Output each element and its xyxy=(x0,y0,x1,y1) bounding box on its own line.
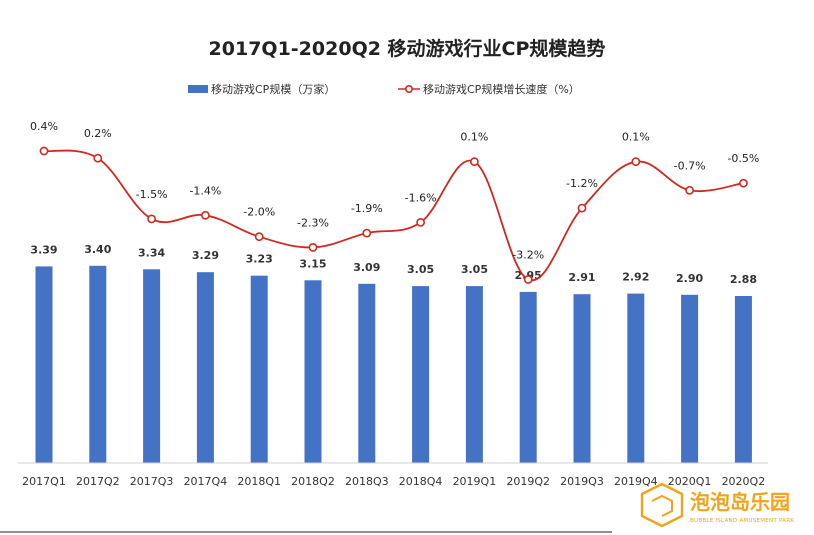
rate-point-2019Q3 xyxy=(577,203,587,213)
rate-value-label: -1.2% xyxy=(566,177,598,190)
legend-line-marker xyxy=(404,85,413,94)
bar-value-label: 2.90 xyxy=(676,272,703,285)
rate-value-label: -2.3% xyxy=(297,216,329,229)
rate-value-label: -1.5% xyxy=(136,188,168,201)
rate-value-label: -0.5% xyxy=(727,152,759,165)
rate-point-2019Q2 xyxy=(523,275,533,284)
bar-2017Q1 xyxy=(35,266,53,463)
bar-value-label: 2.88 xyxy=(730,273,757,286)
bar-2019Q1 xyxy=(465,286,483,463)
x-tick-label: 2018Q1 xyxy=(237,475,281,488)
x-tick-label: 2019Q3 xyxy=(560,475,604,488)
growth-rate-markers xyxy=(39,146,748,284)
legend-bar-label: 移动游戏CP规模（万家） xyxy=(211,82,335,96)
bar-value-label: 2.91 xyxy=(568,271,595,284)
bar-2019Q4 xyxy=(627,293,645,463)
x-tick-label: 2019Q4 xyxy=(614,475,658,488)
bar-value-label: 3.09 xyxy=(353,261,380,274)
rate-point-2019Q1 xyxy=(469,157,479,167)
rate-point-2020Q1 xyxy=(685,185,694,195)
rate-value-label: 0.1% xyxy=(622,131,650,144)
bar-2018Q1 xyxy=(250,275,268,463)
rate-point-2019Q4 xyxy=(631,157,641,167)
chart-title: 2017Q1-2020Q2 移动游戏行业CP规模趋势 xyxy=(209,37,606,60)
watermark-title: 泡泡岛乐园 xyxy=(690,490,790,514)
x-tick-label: 2019Q2 xyxy=(506,475,550,488)
growth-rate-labels: 0.4% 0.2% -1.5% -1.4% -2.0% -2.3% -1.9% -1.6% 0.… xyxy=(30,120,759,262)
bar-value-label: 3.29 xyxy=(192,249,219,262)
bar-series xyxy=(35,265,752,463)
bar-2019Q3 xyxy=(573,294,591,463)
x-tick-label: 2017Q2 xyxy=(76,475,120,488)
x-tick-label: 2018Q2 xyxy=(291,475,335,488)
rate-value-label: 0.4% xyxy=(30,120,58,133)
bar-2018Q4 xyxy=(412,286,430,463)
bar-labels: 3.393.403.343.293.233.153.093.053.052.95… xyxy=(30,243,757,286)
rate-value-label: -2.0% xyxy=(243,206,275,219)
watermark-logo-icon xyxy=(640,482,684,528)
bar-2017Q2 xyxy=(89,265,107,463)
legend: 移动游戏CP规模（万家） 移动游戏CP规模增长速度（%） xyxy=(188,82,580,96)
bar-2020Q2 xyxy=(734,296,752,463)
x-tick-label: 2017Q1 xyxy=(22,475,66,488)
rate-point-2018Q4 xyxy=(416,217,425,227)
rate-value-label: -0.7% xyxy=(674,159,706,172)
rate-value-label: -3.2% xyxy=(512,249,544,262)
rate-point-2017Q3 xyxy=(147,214,156,224)
bar-value-label: 3.05 xyxy=(461,263,488,276)
bar-value-label: 3.34 xyxy=(138,246,165,259)
x-tick-label: 2020Q2 xyxy=(722,475,766,488)
bar-2017Q4 xyxy=(196,272,214,463)
rate-value-label: 0.1% xyxy=(460,131,488,144)
x-tick-label: 2017Q3 xyxy=(130,475,174,488)
rate-point-2020Q2 xyxy=(739,178,748,188)
x-axis-tick-labels: 2017Q1 2017Q2 2017Q3 2017Q4 2018Q1 2018Q2 2018… xyxy=(22,475,765,488)
rate-value-label: -1.4% xyxy=(189,184,221,197)
x-tick-label: 2018Q4 xyxy=(399,475,443,488)
x-tick-label: 2020Q1 xyxy=(668,475,712,488)
x-tick-label: 2017Q4 xyxy=(184,475,228,488)
rate-point-2018Q2 xyxy=(308,242,318,252)
watermark-subtitle: BUBBLE ISLAND AMUSEMENT PARK xyxy=(690,518,794,524)
legend-line-label: 移动游戏CP规模增长速度（%） xyxy=(423,82,580,96)
bar-value-label: 3.23 xyxy=(246,253,273,266)
rate-point-2017Q4 xyxy=(200,210,210,220)
rate-value-label: -1.6% xyxy=(405,191,437,204)
rate-point-2017Q2 xyxy=(93,153,103,163)
bar-2018Q2 xyxy=(304,280,322,463)
rate-value-label: -1.9% xyxy=(351,202,383,215)
watermark-logo-mark xyxy=(651,494,673,517)
bar-value-label: 3.15 xyxy=(299,257,326,270)
rate-value-label: 0.2% xyxy=(84,127,112,140)
bar-value-label: 3.39 xyxy=(30,243,57,256)
rate-point-2018Q1 xyxy=(254,232,264,242)
rate-point-2017Q1 xyxy=(39,146,49,156)
bar-2018Q3 xyxy=(358,283,376,463)
bar-2019Q2 xyxy=(519,291,537,463)
legend-bar-swatch xyxy=(188,85,208,93)
bar-value-label: 3.40 xyxy=(84,243,111,256)
bar-2020Q1 xyxy=(681,294,699,463)
x-tick-label: 2018Q3 xyxy=(345,475,389,488)
bar-value-label: 2.92 xyxy=(622,271,649,284)
growth-rate-line xyxy=(43,149,744,282)
watermark: 泡泡岛乐园 BUBBLE ISLAND AMUSEMENT PARK xyxy=(0,482,794,533)
rate-point-2018Q3 xyxy=(362,228,372,238)
bar-2017Q3 xyxy=(143,269,161,463)
bar-value-label: 3.05 xyxy=(407,263,434,276)
x-tick-label: 2019Q1 xyxy=(453,475,497,488)
